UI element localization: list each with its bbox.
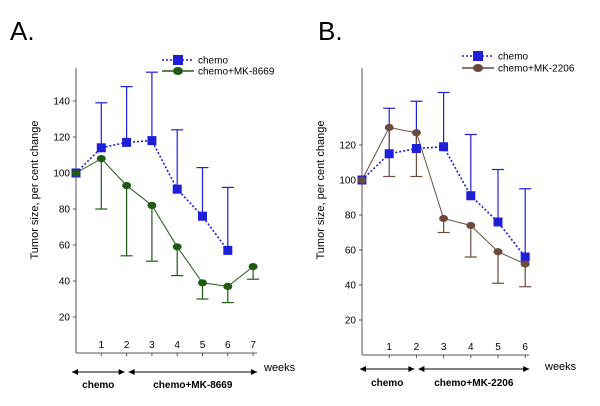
data-point	[466, 191, 476, 201]
data-point	[384, 149, 394, 159]
y-tick-label: 20	[345, 316, 357, 327]
panel-label: B.	[318, 16, 343, 46]
x-tick-label: 4	[174, 340, 180, 351]
x-tick-label: 7	[250, 340, 256, 351]
y-tick-label: 40	[345, 281, 357, 292]
data-point	[520, 252, 530, 262]
phase-label: chemo	[82, 380, 114, 391]
phase-arrow-head-left	[360, 366, 366, 372]
x-tick-label: 3	[149, 340, 155, 351]
y-tick-label: 60	[59, 241, 71, 252]
legend-marker	[473, 51, 483, 61]
y-tick-label: 80	[345, 211, 357, 222]
data-point	[493, 217, 503, 227]
data-point	[223, 282, 233, 290]
data-point	[248, 263, 258, 271]
x-tick-label: 4	[468, 342, 474, 353]
data-point	[147, 201, 157, 209]
data-point	[71, 169, 81, 177]
y-axis-label: Tumor size, per cent change	[315, 121, 327, 260]
data-point	[439, 214, 449, 223]
data-point	[223, 245, 233, 255]
y-tick-label: 100	[339, 176, 356, 187]
data-point	[96, 143, 106, 153]
y-tick-label: 120	[53, 133, 70, 144]
legend-marker	[173, 55, 183, 65]
phase-arrow-head-right	[408, 366, 415, 372]
data-point	[198, 211, 207, 221]
y-tick-label: 80	[59, 205, 71, 216]
data-point	[147, 136, 157, 146]
x-tick-label: 6	[522, 342, 528, 353]
legend-marker	[173, 67, 183, 75]
x-axis-label: weeks	[544, 361, 577, 373]
phase-arrow-head-right	[523, 366, 530, 372]
x-axis-label: weeks	[263, 362, 296, 374]
series-line	[361, 145, 526, 258]
data-point	[122, 137, 132, 147]
legend-marker	[473, 64, 483, 72]
x-tick-label: 1	[99, 340, 105, 351]
legend-label: chemo	[198, 56, 228, 67]
x-tick-label: 5	[495, 342, 501, 353]
legend-label: chemo+MK-8669	[198, 67, 275, 78]
x-tick-label: 2	[414, 342, 420, 353]
data-point	[411, 144, 421, 153]
x-tick-label: 2	[124, 340, 130, 351]
legend-label: chemo+MK-2206	[498, 64, 575, 75]
phase-arrow-head-right	[251, 369, 258, 375]
data-point	[96, 155, 106, 163]
phase-arrow-head-right	[118, 369, 125, 375]
y-axis-label: Tumor size, per cent change	[29, 121, 41, 260]
data-point	[493, 248, 503, 256]
phase-label: chemo+MK-8669	[153, 380, 233, 391]
y-tick-label: 20	[59, 313, 71, 324]
x-tick-label: 5	[200, 340, 206, 351]
data-point	[122, 182, 132, 190]
phase-arrow-head-left	[418, 366, 425, 372]
x-tick-label: 1	[386, 342, 392, 353]
phase-arrow-head-left	[128, 369, 135, 375]
data-point	[466, 221, 476, 230]
y-tick-label: 100	[53, 169, 70, 180]
phase-arrow-head-left	[72, 369, 78, 375]
series-line	[75, 157, 254, 287]
y-tick-label: 40	[59, 277, 71, 288]
data-point	[520, 260, 530, 268]
x-tick-label: 3	[441, 342, 447, 353]
y-tick-label: 120	[339, 141, 356, 152]
data-point	[411, 129, 421, 137]
data-point	[198, 279, 207, 287]
x-tick-label: 6	[225, 340, 231, 351]
data-point	[172, 184, 182, 194]
y-tick-label: 140	[53, 97, 70, 108]
data-point	[172, 243, 182, 251]
panel-label: A.	[10, 16, 35, 46]
data-point	[357, 176, 367, 184]
phase-label: chemo+MK-2206	[434, 378, 514, 389]
legend-label: chemo	[498, 52, 528, 63]
data-point	[439, 142, 449, 152]
y-tick-label: 60	[345, 246, 357, 257]
data-point	[384, 123, 394, 132]
phase-label: chemo	[371, 378, 403, 389]
